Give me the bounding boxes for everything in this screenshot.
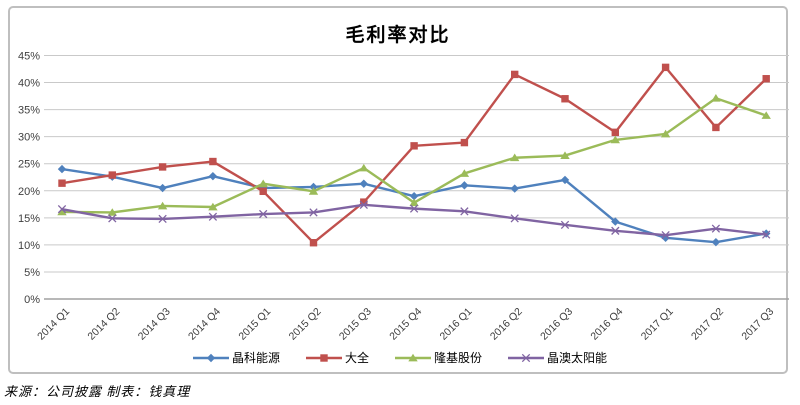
y-axis-tick-label: 0% <box>24 294 40 306</box>
y-axis-tick-label: 35% <box>18 105 40 117</box>
x-axis-tick-label: 2017 Q2 <box>689 306 726 343</box>
x-axis-tick-label: 2016 Q3 <box>538 306 575 343</box>
x-axis-tick-label: 2015 Q2 <box>287 306 324 343</box>
source-note: 来源：公司披露 制表：钱真理 <box>4 384 191 399</box>
chart-frame: 毛利率对比 <box>8 6 788 374</box>
legend-label: 隆基股份 <box>434 351 483 365</box>
legend-label: 大全 <box>344 351 369 365</box>
y-axis-tick-label: 15% <box>18 213 40 225</box>
x-axis-tick-label: 2015 Q3 <box>337 306 374 343</box>
x-axis-tick-label: 2014 Q3 <box>136 306 173 343</box>
diamond-marker-icon <box>192 353 229 362</box>
series-隆基股份 <box>57 94 771 216</box>
series-大全 <box>58 63 770 247</box>
y-axis-tick-label: 30% <box>18 132 40 144</box>
legend-item-2: 隆基股份 <box>395 349 482 366</box>
x-axis-tick-label: 2016 Q1 <box>438 306 475 343</box>
x-axis-tick-label: 2014 Q1 <box>35 306 72 343</box>
y-axis-tick-label: 40% <box>18 78 40 90</box>
x-axis-tick-label: 2016 Q2 <box>488 306 525 343</box>
legend-item-1: 大全 <box>305 349 369 366</box>
chart-title: 毛利率对比 <box>345 25 451 46</box>
x-axis-tick-label: 2015 Q1 <box>236 306 273 343</box>
legend-item-3: 晶澳太阳能 <box>508 349 607 366</box>
legend-item-0: 晶科能源 <box>192 349 280 366</box>
legend-label: 晶澳太阳能 <box>547 351 608 365</box>
series-晶澳太阳能 <box>57 200 771 240</box>
series-line <box>60 66 768 244</box>
x-axis-tick-label: 2014 Q2 <box>85 306 122 343</box>
x-axis-tick-label: 2015 Q4 <box>387 306 424 343</box>
chart-legend: 晶科能源 大全 隆基股份 晶澳太阳能 <box>0 349 800 366</box>
x-axis-tick-label: 2017 Q3 <box>739 306 776 343</box>
square-marker-icon <box>305 353 342 362</box>
x-axis-tick-label: 2016 Q4 <box>588 306 625 343</box>
legend-label: 晶科能源 <box>231 351 280 365</box>
y-axis-tick-label: 20% <box>18 186 40 198</box>
x-marker-icon <box>508 353 545 362</box>
y-axis-tick-label: 5% <box>24 267 40 279</box>
triangle-marker-icon <box>395 353 431 361</box>
y-axis-tick-label: 10% <box>18 240 40 252</box>
y-axis-tick-label: 45% <box>18 50 40 62</box>
x-axis-tick-label: 2014 Q4 <box>186 306 223 343</box>
y-axis-tick-label: 25% <box>18 159 40 171</box>
x-axis-tick-label: 2017 Q1 <box>639 306 676 343</box>
